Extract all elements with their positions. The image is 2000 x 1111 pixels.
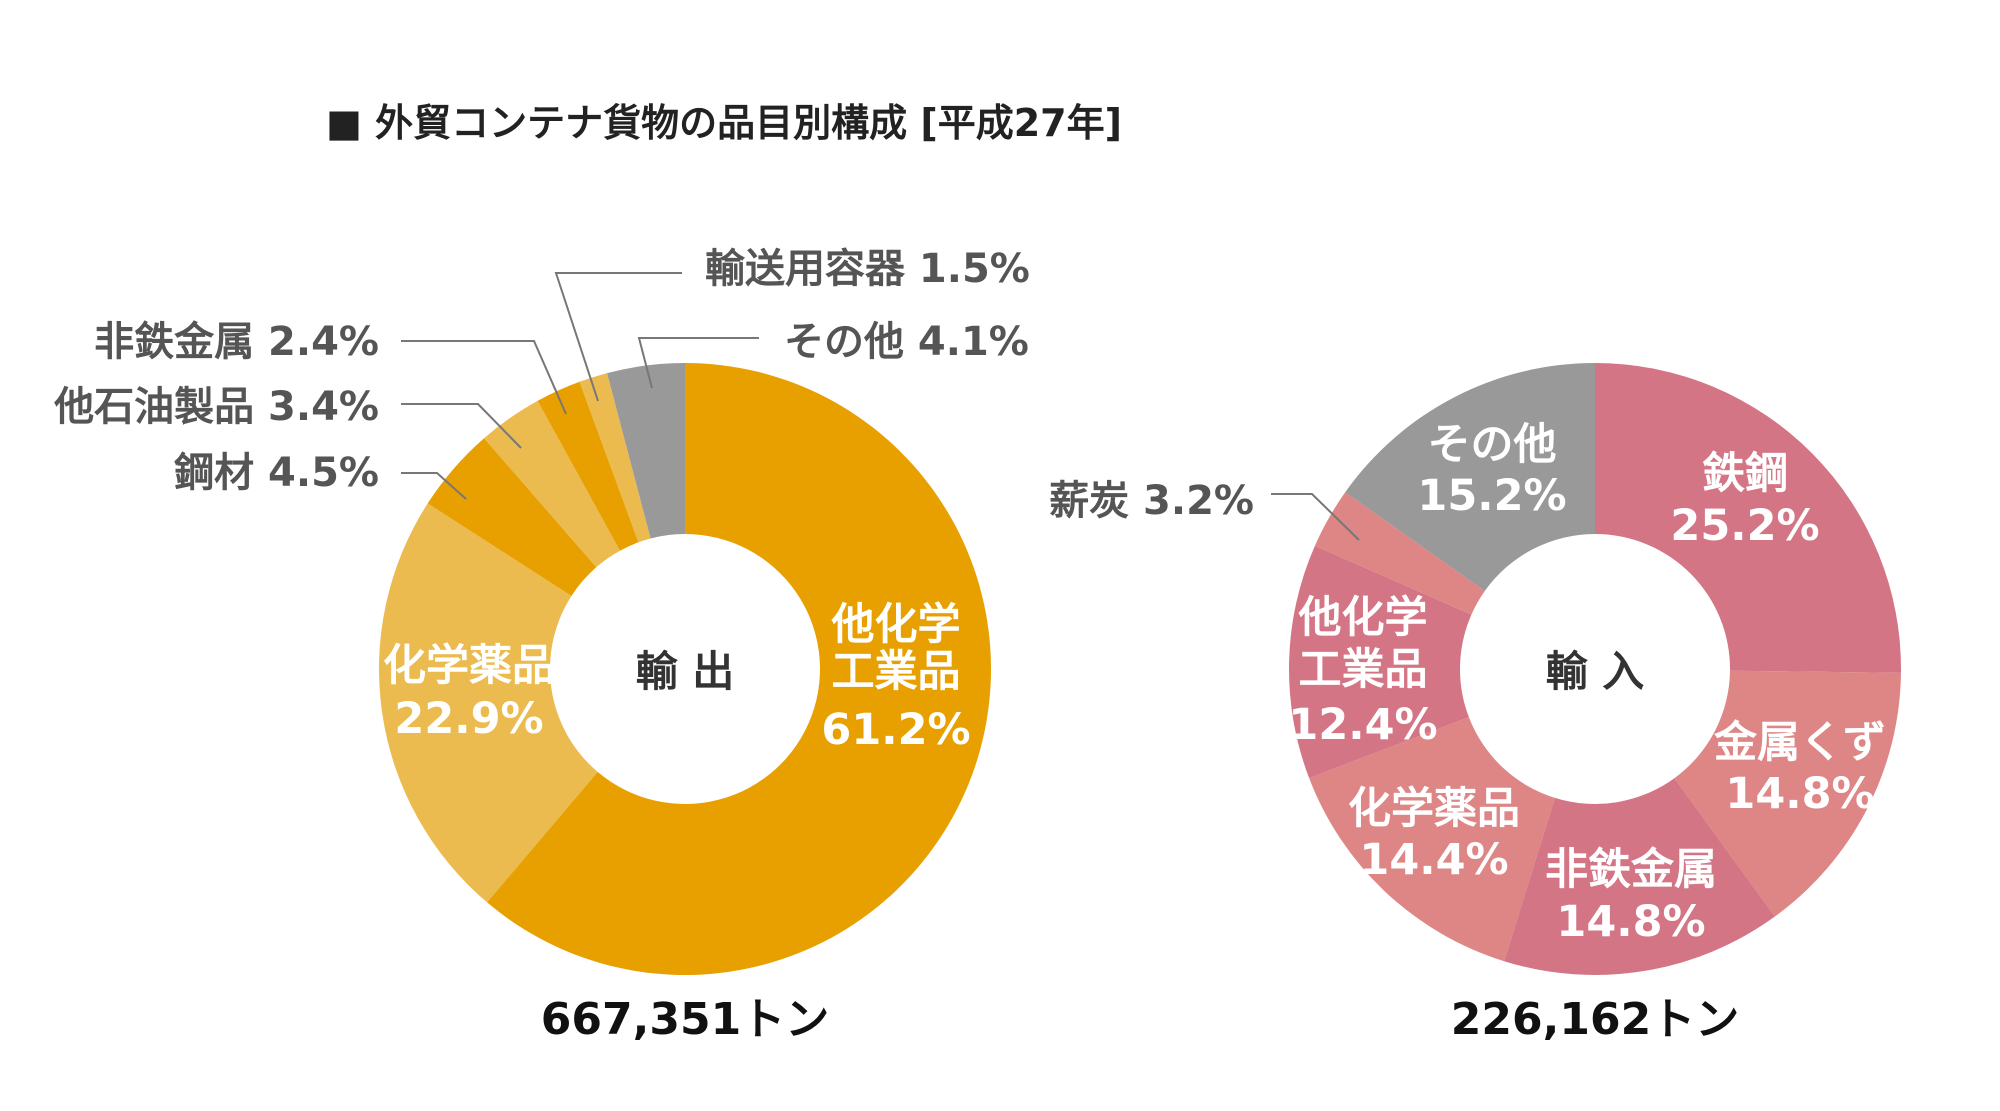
value-import-chem-industry: 12.4% [1288, 700, 1437, 750]
value-export-chemicals: 22.9% [394, 694, 543, 744]
value-import-other: 15.2% [1417, 471, 1566, 521]
value-import-steel: 25.2% [1670, 501, 1819, 551]
value-import-chemicals: 14.4% [1359, 835, 1508, 885]
export-center-label: 輸 出 [636, 647, 735, 696]
leader-line-export-other [637, 337, 759, 389]
import-slice-2 [1504, 778, 1775, 976]
export-slice-4 [537, 381, 639, 551]
label-export-container: 輸送用容器 1.5% [705, 246, 1030, 292]
export-slice-5 [579, 373, 651, 543]
export-total: 667,351トン [541, 994, 829, 1045]
export-slice-1 [378, 503, 598, 903]
leader-line-export-steel [401, 472, 467, 500]
value-import-nonferrous: 14.8% [1556, 897, 1705, 947]
import-slice-1 [1674, 670, 1901, 917]
label-import-other: その他 [1428, 420, 1557, 470]
leader-line-import-charcoal [1271, 493, 1360, 541]
label-export-petroleum: 他石油製品 3.4% [53, 384, 379, 430]
value-export-chem-industry: 61.2% [821, 705, 970, 755]
label-import-chemicals: 化学薬品 [1348, 784, 1520, 834]
import-slice-6 [1345, 363, 1595, 592]
label-export-chem-industry-2: 工業品 [832, 647, 961, 697]
label-import-scrap: 金属くず [1714, 718, 1886, 768]
value-import-scrap: 14.8% [1725, 769, 1874, 819]
import-total: 226,162トン [1451, 994, 1739, 1045]
import-center-label: 輸 入 [1546, 647, 1645, 696]
export-donut [378, 363, 991, 975]
export-slice-2 [427, 438, 597, 596]
export-slice-6 [607, 363, 685, 539]
label-import-charcoal: 薪炭 3.2% [1049, 478, 1254, 524]
import-slice-0 [1595, 363, 1901, 673]
export-slice-3 [484, 400, 620, 568]
label-export-steel: 鋼材 4.5% [174, 450, 379, 496]
label-import-chem-industry-1: 他化学 [1298, 593, 1428, 643]
label-export-other: その他 4.1% [784, 319, 1029, 365]
label-export-nonferrous: 非鉄金属 2.4% [94, 319, 379, 365]
export-slice-0 [487, 363, 991, 975]
label-import-chem-industry-2: 工業品 [1299, 645, 1428, 695]
label-import-steel: 鉄鋼 [1702, 449, 1788, 499]
leader-line-export-petroleum [401, 403, 522, 449]
leader-line-export-container [554, 272, 682, 402]
import-slice-3 [1309, 717, 1555, 962]
import-slice-4 [1288, 545, 1472, 779]
leader-line-export-nonferrous [401, 340, 567, 415]
label-export-chemicals: 化学薬品 [383, 641, 555, 691]
chart-title: ■ 外貿コンテナ貨物の品目別構成 [平成27年] [326, 101, 1122, 145]
label-import-nonferrous: 非鉄金属 [1545, 845, 1717, 895]
import-donut [1288, 363, 1901, 976]
label-export-chem-industry-1: 他化学 [831, 600, 961, 650]
import-slice-5 [1314, 492, 1485, 615]
